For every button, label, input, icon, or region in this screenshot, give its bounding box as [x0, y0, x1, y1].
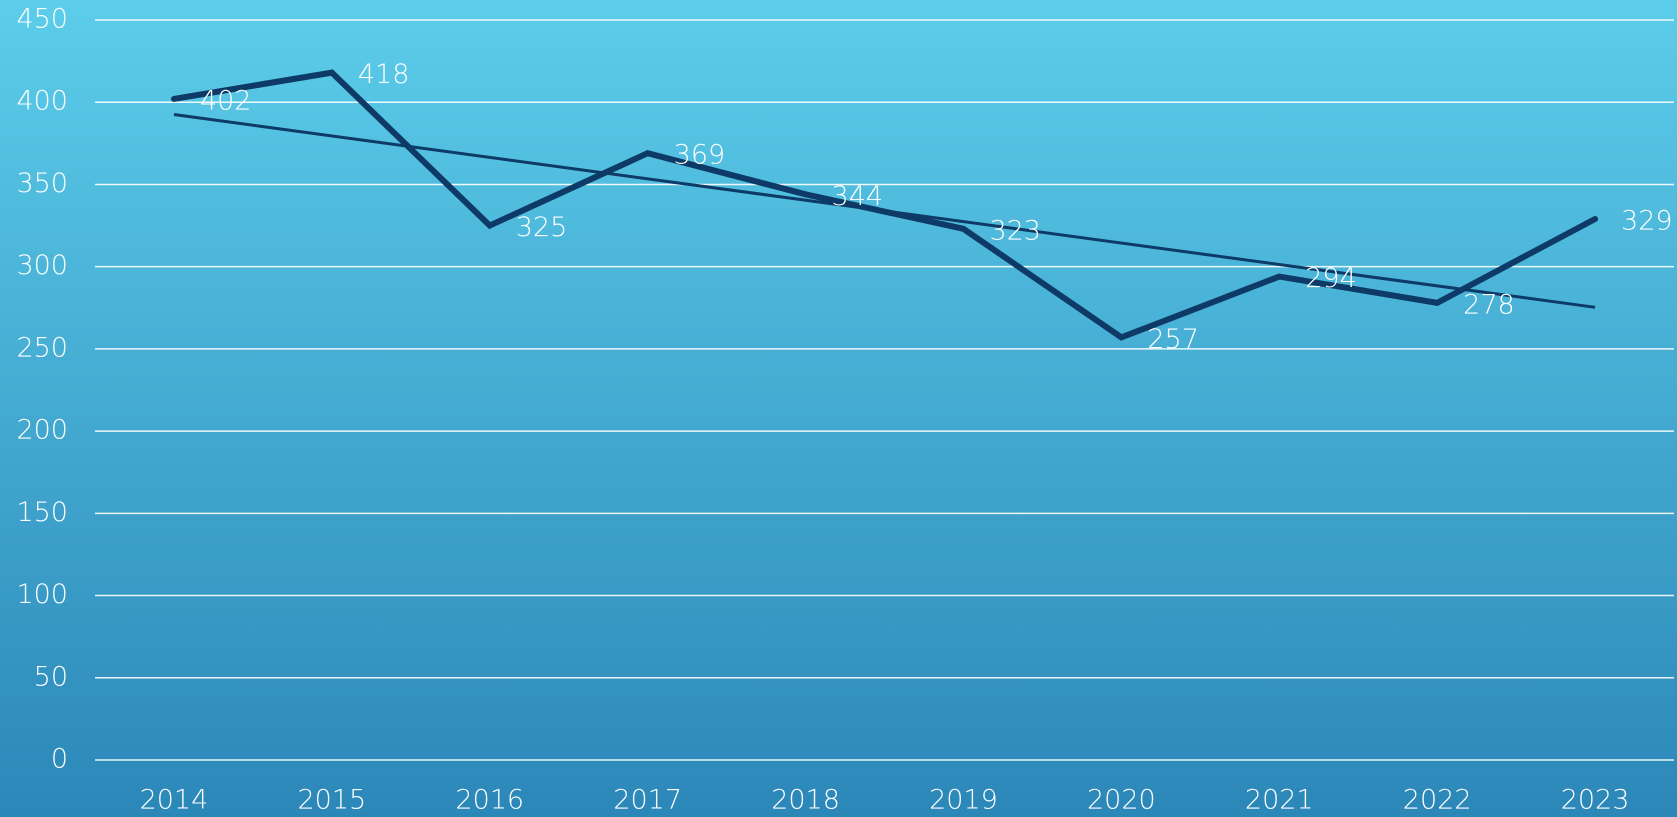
y-tick-label: 50: [34, 661, 68, 692]
x-tick-label: 2014: [140, 785, 209, 816]
y-tick-label: 350: [16, 168, 68, 199]
y-tick-label: 250: [16, 332, 68, 363]
x-tick-label: 2021: [1245, 785, 1314, 816]
x-tick-label: 2023: [1561, 785, 1630, 816]
data-label: 329: [1621, 205, 1673, 236]
data-label: 402: [200, 85, 252, 116]
data-line: [170, 69, 1599, 341]
data-label: 257: [1147, 324, 1199, 355]
x-tick-label: 2019: [929, 785, 998, 816]
data-label: 369: [674, 140, 726, 171]
y-tick-label: 400: [16, 86, 68, 117]
y-tick-label: 150: [16, 497, 68, 528]
data-label: 325: [516, 212, 568, 243]
x-tick-label: 2017: [613, 785, 682, 816]
data-label: 278: [1463, 289, 1515, 320]
y-tick-label: 450: [16, 4, 68, 35]
x-tick-label: 2016: [455, 785, 524, 816]
x-tick-label: 2015: [297, 785, 366, 816]
y-tick-label: 300: [16, 250, 68, 281]
x-tick-label: 2020: [1087, 785, 1156, 816]
y-tick-label: 100: [16, 579, 68, 610]
data-label: 344: [832, 181, 884, 212]
data-label: 418: [358, 59, 410, 90]
y-tick-label: 0: [51, 744, 68, 775]
x-tick-label: 2018: [771, 785, 840, 816]
x-tick-label: 2022: [1403, 785, 1472, 816]
data-label: 294: [1305, 263, 1357, 294]
y-tick-label: 200: [16, 415, 68, 446]
data-label: 323: [989, 215, 1041, 246]
